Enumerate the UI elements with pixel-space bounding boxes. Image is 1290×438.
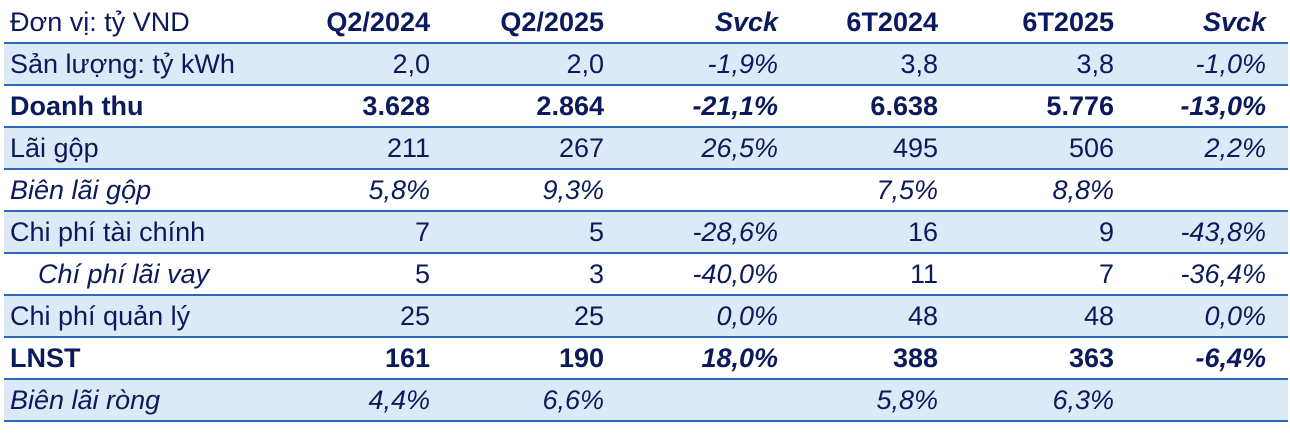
cell-svck-quarter: 26,5% (701, 132, 778, 163)
table-row: Chí phí lãi vay 5 3 -40,0% 11 7 -36,4% (4, 254, 1288, 296)
cell-svck-halfyear: -1,0% (1195, 48, 1266, 79)
cell-q2-2024: 7 (414, 216, 430, 247)
table-row: Biên lãi ròng 4,4% 6,6% 5,8% 6,3% (4, 380, 1288, 422)
cell-6t2025: 48 (1083, 300, 1114, 331)
cell-q2-2025: 9,3% (542, 174, 604, 205)
table-row: Biên lãi gộp 5,8% 9,3% 7,5% 8,8% (4, 170, 1288, 212)
cell-q2-2024: 25 (399, 300, 430, 331)
cell-q2-2024: 5 (414, 258, 430, 289)
row-label: Biên lãi gộp (10, 174, 152, 205)
row-label: Chi phí quản lý (10, 300, 191, 331)
table-row: Lãi gộp 211 267 26,5% 495 506 2,2% (4, 128, 1288, 170)
cell-q2-2024: 4,4% (368, 384, 430, 415)
cell-6t2024: 388 (892, 342, 938, 373)
cell-svck-halfyear: 0,0% (1204, 300, 1266, 331)
cell-svck-halfyear: -6,4% (1195, 342, 1266, 373)
cell-6t2025: 363 (1068, 342, 1114, 373)
table-row: Chi phí quản lý 25 25 0,0% 48 48 0,0% (4, 296, 1288, 338)
cell-svck-quarter: -28,6% (692, 216, 778, 247)
cell-svck-quarter: 18,0% (701, 342, 778, 373)
cell-6t2024: 495 (892, 132, 938, 163)
cell-q2-2025: 267 (558, 132, 604, 163)
financial-table: Đơn vị: tỷ VND Q2/2024 Q2/2025 Svck 6T20… (4, 2, 1288, 432)
col-header-6t2024: 6T2024 (846, 6, 938, 37)
cell-6t2024: 11 (909, 258, 938, 289)
cell-6t2024: 5,8% (876, 384, 938, 415)
cell-6t2025: 5.776 (1046, 90, 1114, 121)
col-header-svck-halfyear: Svck (1202, 6, 1266, 37)
cell-q2-2024: 3.628 (362, 90, 430, 121)
cell-q2-2024: 211 (386, 132, 430, 163)
col-header-q2-2025: Q2/2025 (500, 6, 604, 37)
table-row: Chi phí tài chính 7 5 -28,6% 16 9 -43,8% (4, 212, 1288, 254)
cell-svck-quarter: -21,1% (692, 90, 778, 121)
cell-6t2025: 8,8% (1052, 174, 1114, 205)
row-label: Lãi gộp (10, 132, 99, 163)
cell-6t2025: 3,8 (1076, 48, 1114, 79)
cell-6t2024: 16 (907, 216, 938, 247)
cell-q2-2024: 2,0 (392, 48, 430, 79)
cell-q2-2024: 161 (384, 342, 430, 373)
cell-svck-halfyear: 2,2% (1204, 132, 1266, 163)
cell-q2-2024: 5,8% (368, 174, 430, 205)
col-header-q2-2024: Q2/2024 (326, 6, 430, 37)
cell-q2-2025: 190 (558, 342, 604, 373)
col-header-6t2025: 6T2025 (1022, 6, 1114, 37)
cell-6t2025: 6,3% (1052, 384, 1114, 415)
cell-q2-2025: 6,6% (542, 384, 604, 415)
cell-6t2025: 7 (1098, 258, 1114, 289)
cell-6t2025: 9 (1098, 216, 1114, 247)
cell-svck-halfyear: -43,8% (1180, 216, 1266, 247)
cell-q2-2025: 2.864 (536, 90, 604, 121)
cell-svck-quarter: -1,9% (707, 48, 778, 79)
cell-svck-halfyear: -13,0% (1180, 90, 1266, 121)
row-label: Chi phí tài chính (10, 216, 206, 247)
row-label: Doanh thu (10, 90, 144, 121)
cell-6t2024: 6.638 (870, 90, 938, 121)
row-label: LNST (10, 342, 81, 373)
cell-q2-2025: 25 (573, 300, 604, 331)
cell-svck-quarter: 0,0% (716, 300, 778, 331)
row-label: Chí phí lãi vay (38, 258, 210, 289)
cell-q2-2025: 5 (588, 216, 604, 247)
cell-6t2024: 7,5% (876, 174, 938, 205)
row-label: Biên lãi ròng (10, 384, 161, 415)
unit-label: Đơn vị: tỷ VND (10, 6, 190, 37)
col-header-svck-quarter: Svck (714, 6, 778, 37)
table-row: Sản lượng: tỷ kWh 2,0 2,0 -1,9% 3,8 3,8 … (4, 44, 1288, 86)
row-label: Sản lượng: tỷ kWh (10, 48, 235, 79)
cell-6t2025: 506 (1068, 132, 1114, 163)
cell-svck-quarter: -40,0% (692, 258, 778, 289)
table-header-row: Đơn vị: tỷ VND Q2/2024 Q2/2025 Svck 6T20… (4, 2, 1288, 44)
table-row: LNST 161 190 18,0% 388 363 -6,4% (4, 338, 1288, 380)
cell-6t2024: 3,8 (900, 48, 938, 79)
cell-svck-halfyear: -36,4% (1180, 258, 1266, 289)
cell-q2-2025: 3 (588, 258, 604, 289)
cell-6t2024: 48 (907, 300, 938, 331)
table-row: Doanh thu 3.628 2.864 -21,1% 6.638 5.776… (4, 86, 1288, 128)
cell-q2-2025: 2,0 (566, 48, 604, 79)
